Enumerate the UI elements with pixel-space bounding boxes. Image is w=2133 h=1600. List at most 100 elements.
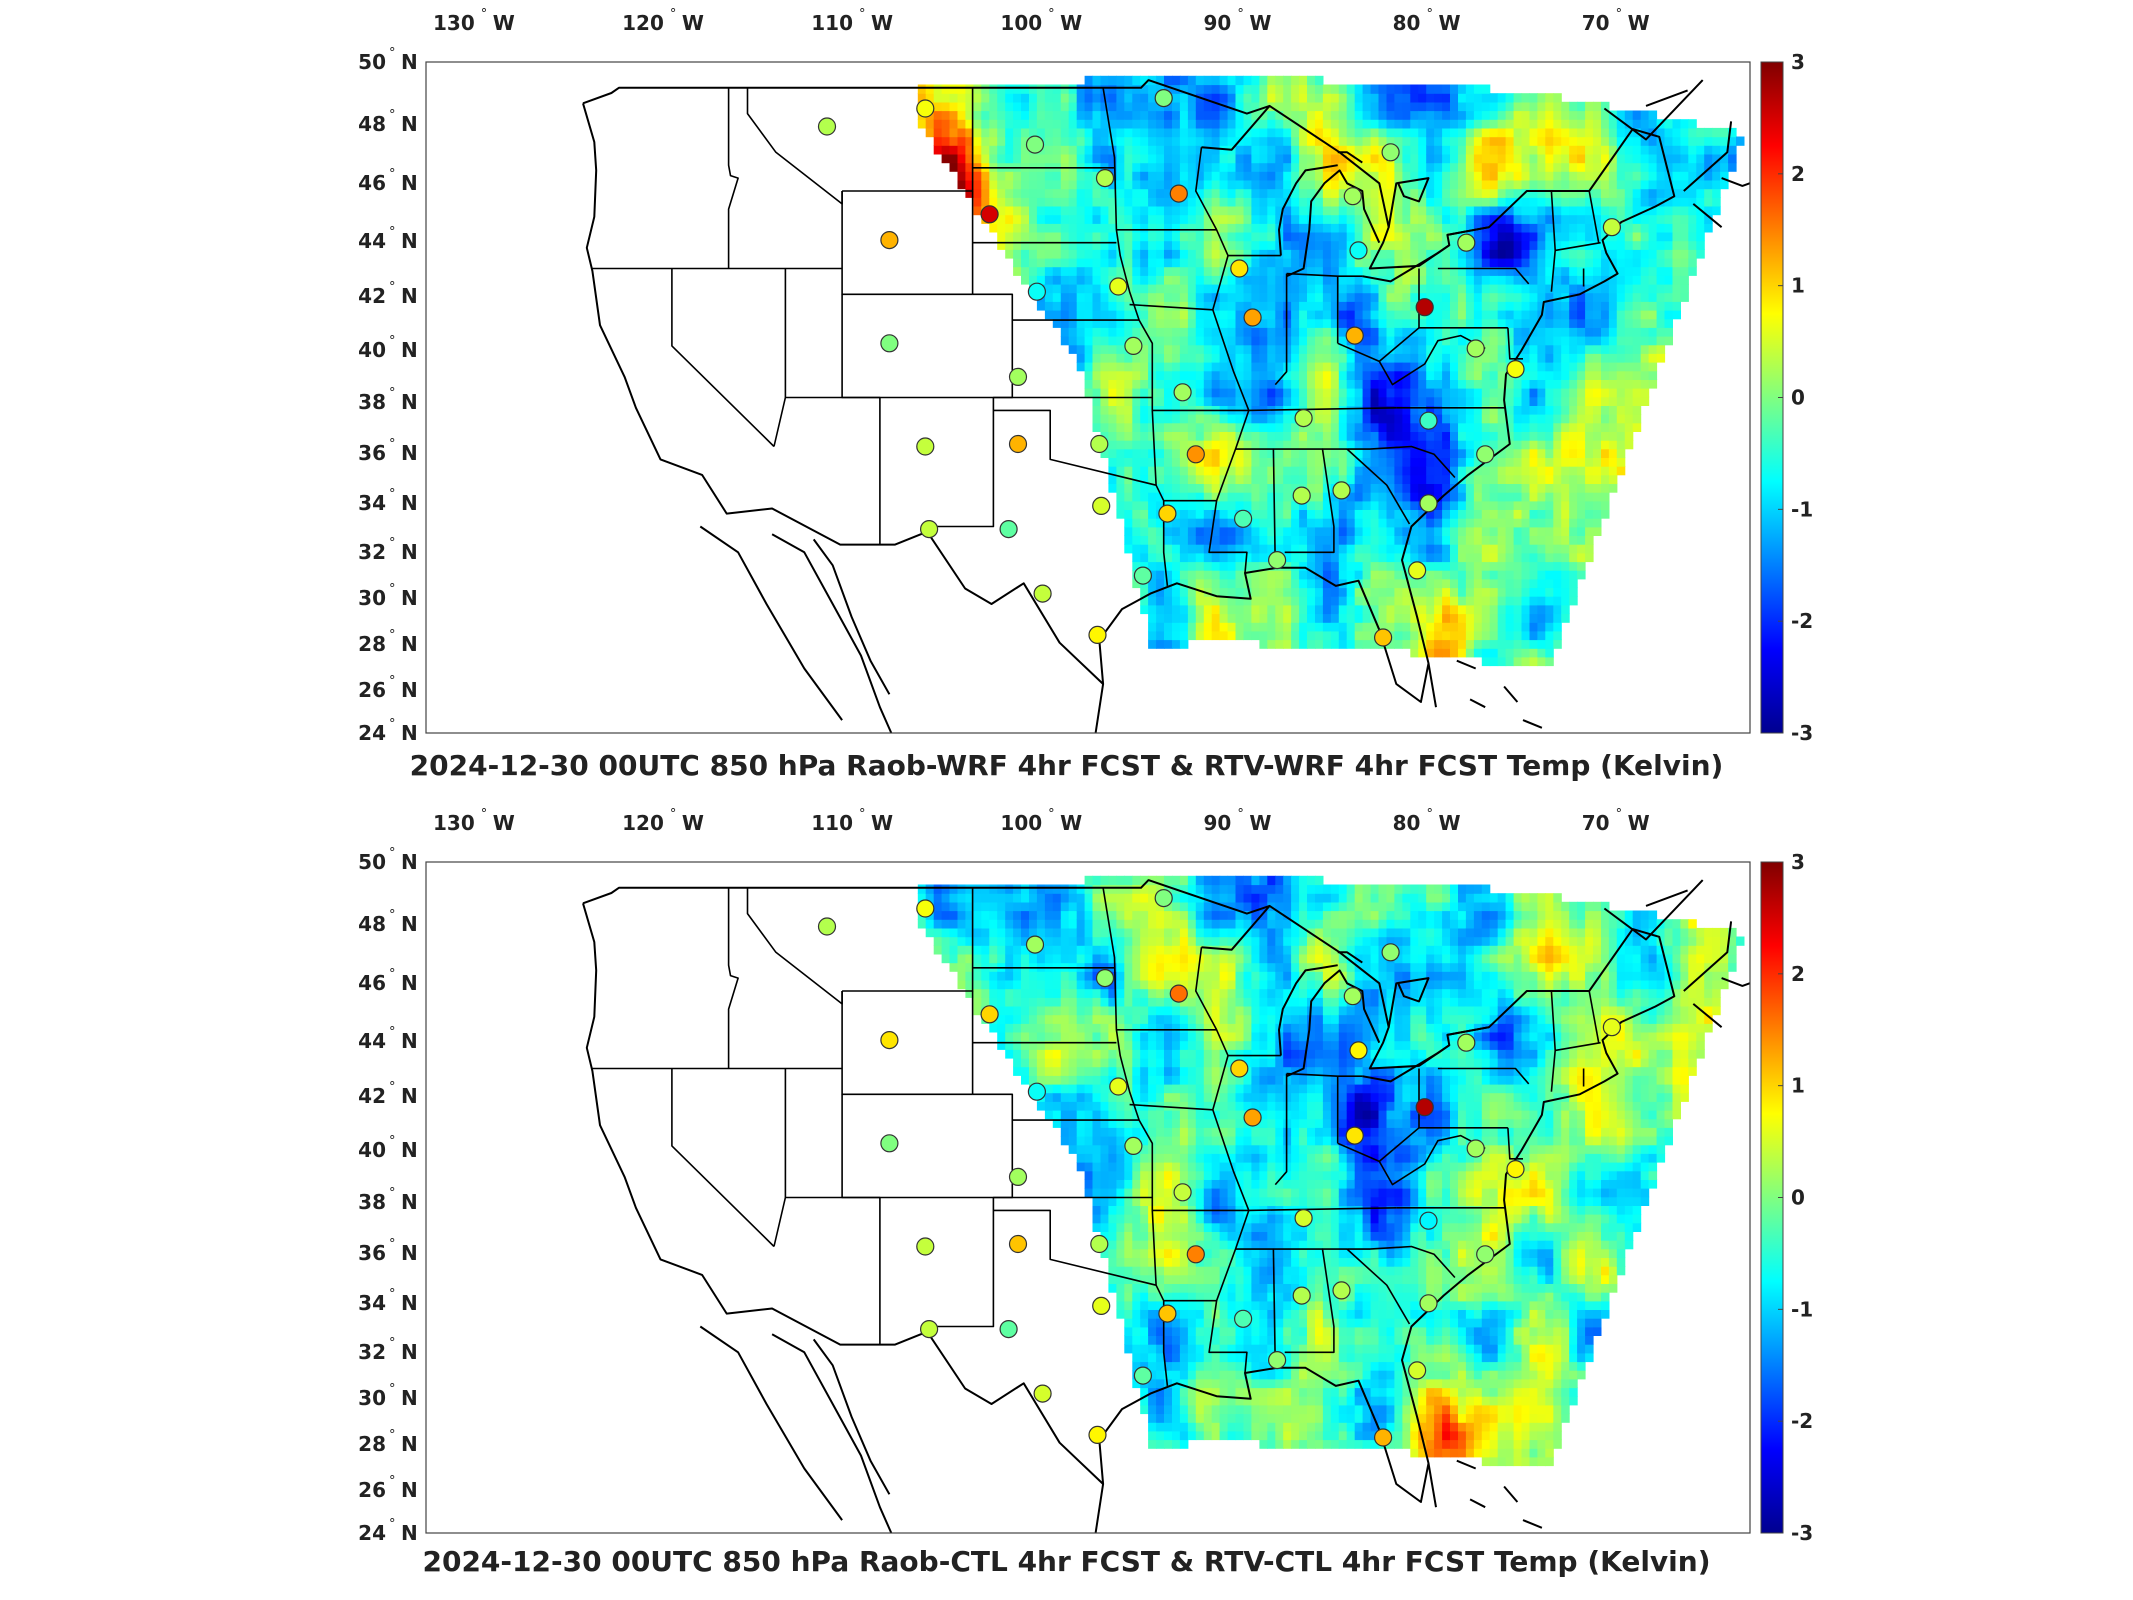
station-marker: [1415, 298, 1434, 317]
state-border: [1195, 947, 1250, 1374]
station-marker: [1349, 1041, 1368, 1060]
station-marker: [1243, 308, 1262, 327]
coastline: [1456, 1459, 1477, 1470]
temperature-field: [426, 862, 1750, 1533]
map-frame: 130 ° W 120 ° W 110 ° W 100 ° W 90 ° W 80 ° W 70 ° W50 ° N48 ° N…: [358, 7, 1813, 745]
lat-hemisphere: N: [401, 491, 418, 515]
lat-label: 28: [358, 1432, 386, 1456]
lat-label: 38: [358, 1190, 386, 1214]
lon-hemisphere: W: [682, 11, 704, 35]
lon-label: 130: [433, 11, 475, 35]
station-marker: [1466, 339, 1485, 358]
station-marker: [1008, 1167, 1028, 1186]
station-marker: [1476, 445, 1495, 464]
state-border: [1437, 1067, 1530, 1085]
lat-hemisphere: N: [401, 1291, 418, 1315]
station-marker: [1124, 1136, 1143, 1155]
lat-label: 24: [358, 1521, 386, 1545]
lat-hemisphere: N: [401, 1521, 418, 1545]
colorbar-tick-label: -1: [1791, 1297, 1813, 1321]
degree-mark: °: [1048, 7, 1055, 22]
station-marker: [1095, 169, 1115, 188]
raob-stations: [817, 888, 1622, 1447]
station-marker: [1419, 494, 1438, 513]
lat-hemisphere: N: [401, 1138, 418, 1162]
lat-label: 34: [358, 491, 386, 515]
station-marker: [1419, 1294, 1438, 1313]
map-panel-top: 130 ° W 120 ° W 110 ° W 100 ° W 90 ° W 80 ° W 70 ° W 50 ° N 48 ° N…: [358, 7, 1813, 782]
lat-hemisphere: N: [401, 1386, 418, 1410]
coastline: [1603, 79, 1704, 141]
colorbar-tick-label: 3: [1791, 850, 1805, 874]
station-marker: [1381, 943, 1400, 962]
lat-hemisphere: N: [401, 721, 418, 745]
colorbar-tick-label: -3: [1791, 1521, 1813, 1545]
lon-label: 100: [1000, 11, 1042, 35]
station-marker: [1332, 481, 1351, 500]
station-marker: [1169, 984, 1188, 1003]
lon-hemisphere: W: [1628, 811, 1650, 835]
lat-hemisphere: N: [401, 678, 418, 702]
station-marker: [1602, 218, 1622, 237]
coastline: [1286, 969, 1381, 1078]
degree-mark: °: [389, 46, 396, 61]
lat-label: 40: [358, 338, 386, 362]
lat-hemisphere: N: [401, 632, 418, 656]
station-marker: [880, 1134, 899, 1153]
state-border: [1286, 1072, 1363, 1077]
lon-hemisphere: W: [1060, 11, 1082, 35]
station-marker: [1109, 1077, 1128, 1096]
state-border: [1195, 147, 1250, 574]
lat-hemisphere: N: [401, 284, 418, 308]
lat-label: 50: [358, 50, 386, 74]
colorbar-tick-label: 2: [1791, 162, 1805, 186]
station-marker: [1154, 88, 1173, 108]
station-marker: [1345, 1126, 1364, 1145]
degree-mark: °: [1237, 807, 1244, 822]
degree-mark: °: [389, 487, 396, 502]
lon-label: 130: [433, 811, 475, 835]
station-marker: [1033, 584, 1052, 603]
degree-mark: °: [481, 7, 488, 22]
state-border: [671, 268, 775, 448]
colorbar-tick-label: 2: [1791, 962, 1805, 986]
coastline: [1522, 719, 1543, 729]
station-marker: [1343, 187, 1362, 206]
state-border: [1347, 1245, 1456, 1279]
state-border: [785, 1196, 881, 1345]
lat-label: 30: [358, 586, 386, 610]
lat-label: 30: [358, 1386, 386, 1410]
coastline: [1603, 879, 1704, 941]
degree-mark: °: [670, 7, 677, 22]
coastline: [1278, 964, 1338, 1056]
lat-label: 44: [358, 1029, 386, 1053]
lon-hemisphere: W: [493, 11, 515, 35]
coastline: [1503, 685, 1519, 703]
lon-label: 120: [622, 811, 664, 835]
station-marker: [1419, 1211, 1438, 1230]
degree-mark: °: [389, 1080, 396, 1095]
lat-label: 42: [358, 1084, 386, 1108]
state-border: [925, 293, 1014, 528]
state-border: [1274, 1073, 1288, 1186]
station-marker: [1008, 434, 1028, 454]
coastline: [1456, 659, 1477, 670]
lat-hemisphere: N: [401, 971, 418, 995]
state-border: [746, 87, 843, 205]
degree-mark: °: [389, 1186, 396, 1201]
lat-hemisphere: N: [401, 540, 418, 564]
lat-hemisphere: N: [401, 50, 418, 74]
degree-mark: °: [389, 674, 396, 689]
degree-mark: °: [389, 967, 396, 982]
station-marker: [1008, 1234, 1028, 1254]
lat-hemisphere: N: [401, 390, 418, 414]
coastline: [812, 1338, 891, 1495]
state-border: [1346, 448, 1411, 525]
degree-mark: °: [1426, 807, 1433, 822]
station-marker: [880, 231, 899, 250]
boundaries: [582, 879, 1750, 1533]
coastline: [1427, 1463, 1437, 1508]
lat-hemisphere: N: [401, 1029, 418, 1053]
lat-hemisphere: N: [401, 441, 418, 465]
state-border: [1248, 1207, 1397, 1212]
